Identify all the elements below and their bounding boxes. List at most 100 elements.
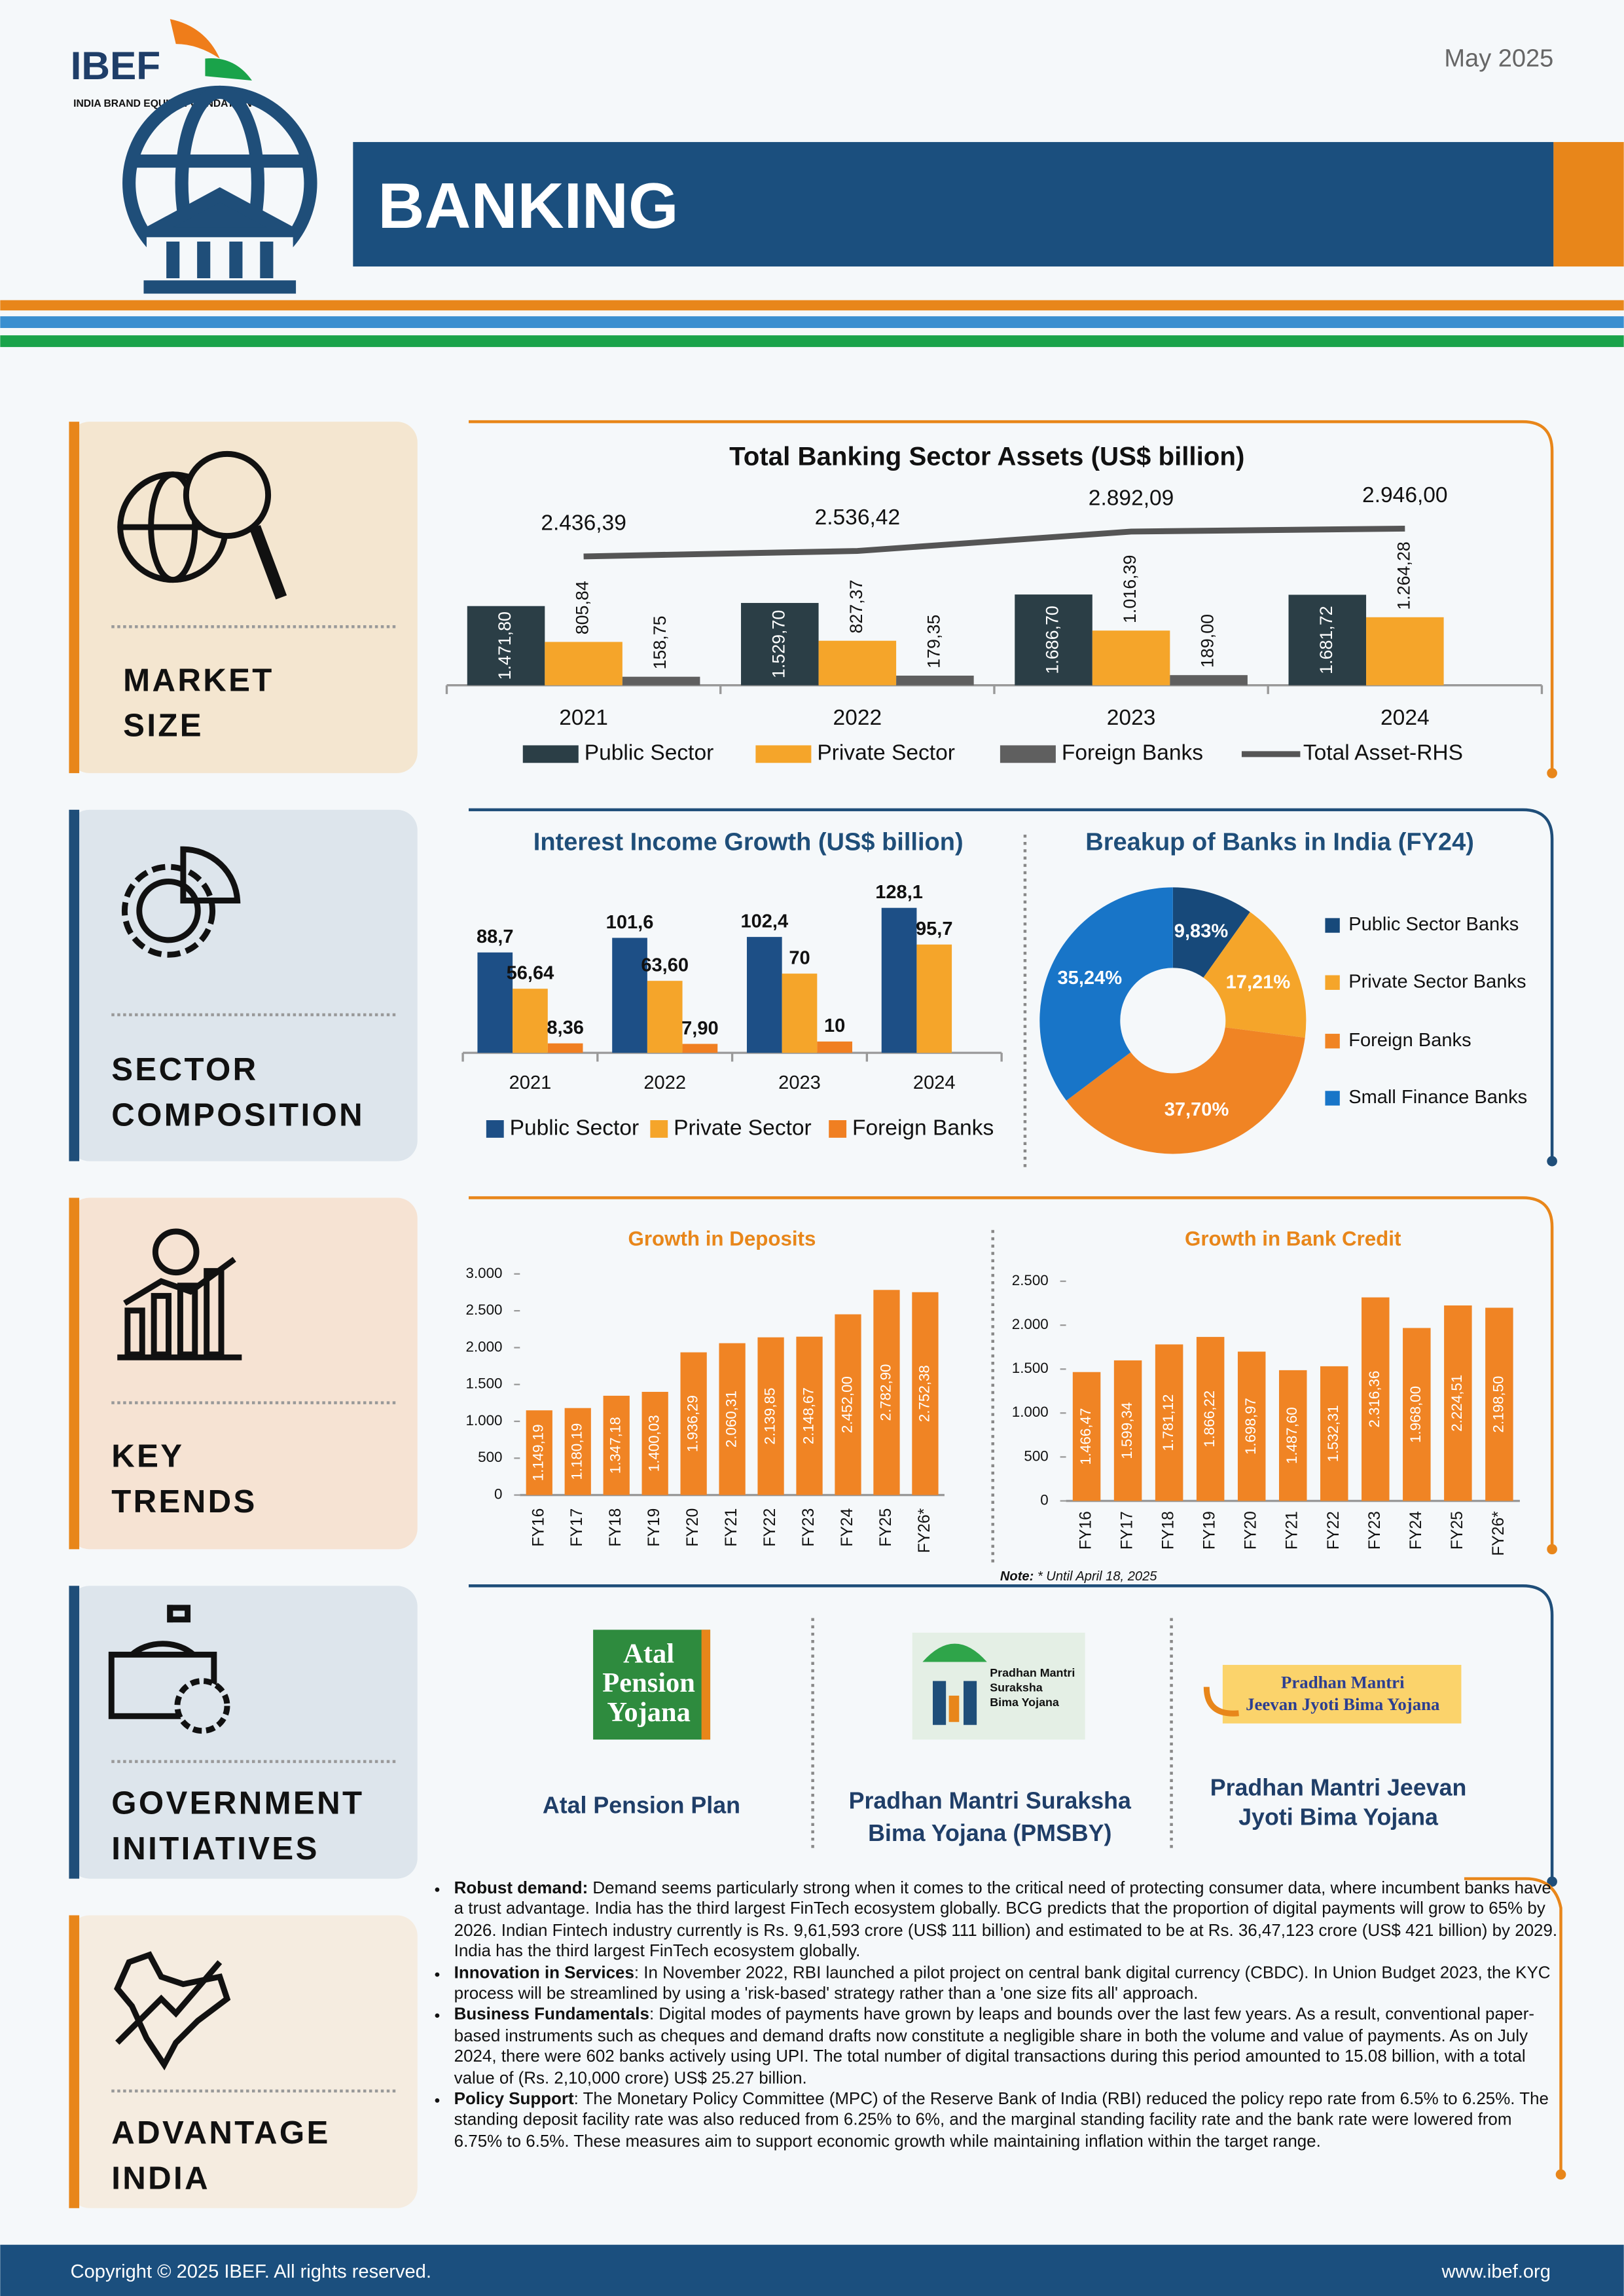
bar xyxy=(1155,1344,1183,1501)
page-title: BANKING xyxy=(378,170,678,242)
x-tick-label: FY17 xyxy=(1119,1511,1136,1550)
icon-gear xyxy=(136,878,201,943)
icon-magnifier xyxy=(183,450,272,539)
legend-label: Public Sector xyxy=(510,1116,640,1140)
title-bar xyxy=(353,141,1554,267)
logo-text: Bima Yojana xyxy=(990,1696,1060,1709)
note-label: Note: xyxy=(1000,1569,1034,1584)
bullet-heading: Business Fundamentals xyxy=(454,2005,649,2024)
footer xyxy=(0,2244,1624,2296)
initiative-caption: Bima Yojana (PMSBY) xyxy=(868,1820,1111,1846)
bar xyxy=(896,675,974,685)
value-label: 1.400,03 xyxy=(646,1415,662,1472)
x-tick-label: FY20 xyxy=(684,1508,702,1547)
x-tick-label: 2021 xyxy=(559,706,608,730)
y-tick-label: 2.500 xyxy=(1012,1272,1049,1288)
bar xyxy=(477,952,513,1053)
bullet-text: : The Monetary Policy Committee (MPC) of… xyxy=(454,2089,1549,2151)
icon-india-map xyxy=(114,1951,231,2071)
value-label: 2.148,67 xyxy=(800,1387,816,1444)
icon-globe xyxy=(152,1228,200,1276)
legend-swatch xyxy=(1325,918,1340,933)
x-tick-label: 2022 xyxy=(643,1072,686,1093)
x-tick-label: 2024 xyxy=(913,1072,956,1093)
legend-swatch xyxy=(522,745,579,763)
bullet: Robust demand: Demand seems particularly… xyxy=(454,1879,1558,1963)
line xyxy=(583,525,1405,560)
icon-flag xyxy=(167,1605,191,1623)
value-label: 56,64 xyxy=(507,963,554,984)
x-tick-label: FY18 xyxy=(1160,1511,1178,1550)
value-label: 179,35 xyxy=(924,615,943,668)
bar xyxy=(641,1391,668,1495)
logo-text: Pension xyxy=(602,1667,695,1698)
legend-label: Small Finance Banks xyxy=(1348,1087,1527,1108)
bracket-dot xyxy=(1555,2169,1566,2180)
bar xyxy=(467,606,545,685)
value-label: 1.936,29 xyxy=(685,1395,701,1452)
bar xyxy=(873,1290,900,1495)
bar xyxy=(782,974,818,1053)
bar xyxy=(817,1041,853,1053)
panel xyxy=(69,1586,418,1879)
value-label: 1.466,47 xyxy=(1077,1408,1094,1465)
bar xyxy=(564,1408,591,1495)
brackets xyxy=(469,420,1566,2180)
value-label: 2.224,51 xyxy=(1449,1375,1465,1432)
bracket xyxy=(1464,1877,1562,2175)
y-tick-label: 2.000 xyxy=(1012,1316,1049,1332)
chart-title: Growth in Bank Credit xyxy=(1185,1228,1401,1250)
section-label: GOVERNMENT xyxy=(111,1785,364,1821)
bar xyxy=(916,944,952,1053)
value-label: 1.149,19 xyxy=(530,1424,547,1481)
section-label: TRENDS xyxy=(111,1484,257,1520)
bar xyxy=(1092,630,1170,685)
bar xyxy=(612,938,647,1053)
bar xyxy=(1072,1372,1101,1501)
bar xyxy=(1320,1366,1348,1501)
logo-figure xyxy=(948,1695,960,1722)
line-label: 2.892,09 xyxy=(1089,486,1174,511)
bar xyxy=(835,1314,861,1495)
value-label: 101,6 xyxy=(606,912,654,933)
bar xyxy=(1403,1328,1431,1501)
logo-text: Pradhan Mantri xyxy=(1281,1672,1405,1692)
legend-swatch xyxy=(1325,975,1340,990)
value-label: 1.968,00 xyxy=(1407,1386,1424,1443)
value-label: 1.686,70 xyxy=(1043,606,1062,674)
bar xyxy=(1237,1351,1266,1501)
bracket-dot xyxy=(1547,1156,1557,1167)
value-label: 1.529,70 xyxy=(768,610,788,678)
value-label: 2.452,00 xyxy=(839,1376,855,1433)
bullet: Policy Support: The Monetary Policy Comm… xyxy=(454,2090,1558,2153)
value-label: 1.781,12 xyxy=(1160,1394,1176,1451)
x-tick-label: FY25 xyxy=(1449,1511,1466,1550)
footer-copyright: Copyright © 2025 IBEF. All rights reserv… xyxy=(71,2261,431,2282)
bullet-text: Demand seems particularly strong when it… xyxy=(454,1878,1558,1961)
panel-strip xyxy=(69,422,80,773)
bar xyxy=(1113,1360,1142,1501)
legend-label: Foreign Banks xyxy=(1348,1030,1471,1051)
line-label: 2.946,00 xyxy=(1362,483,1448,507)
logo-text: Atal xyxy=(623,1638,674,1669)
logo-text: Suraksha xyxy=(990,1681,1043,1694)
bar xyxy=(1366,617,1444,685)
bar xyxy=(746,937,782,1053)
line-label: 2.436,39 xyxy=(541,511,626,536)
bar xyxy=(680,1352,707,1495)
value-label: 8,36 xyxy=(547,1017,584,1038)
bar xyxy=(622,676,700,685)
bracket xyxy=(469,1584,1554,1882)
icon-bulb xyxy=(174,1678,230,1734)
slice-label: 9,83% xyxy=(1174,920,1229,941)
pie-slice xyxy=(1203,912,1307,1038)
section-label: INITIATIVES xyxy=(111,1831,319,1867)
value-label: 1.471,80 xyxy=(495,611,514,680)
bracket-dot xyxy=(1547,1876,1557,1887)
bracket xyxy=(469,808,1554,1161)
bar xyxy=(1444,1305,1472,1501)
x-tick-label: FY19 xyxy=(1201,1511,1219,1550)
value-label: 1.681,72 xyxy=(1316,606,1336,674)
pie-slice xyxy=(1172,887,1250,978)
value-label: 2.060,31 xyxy=(723,1391,740,1448)
